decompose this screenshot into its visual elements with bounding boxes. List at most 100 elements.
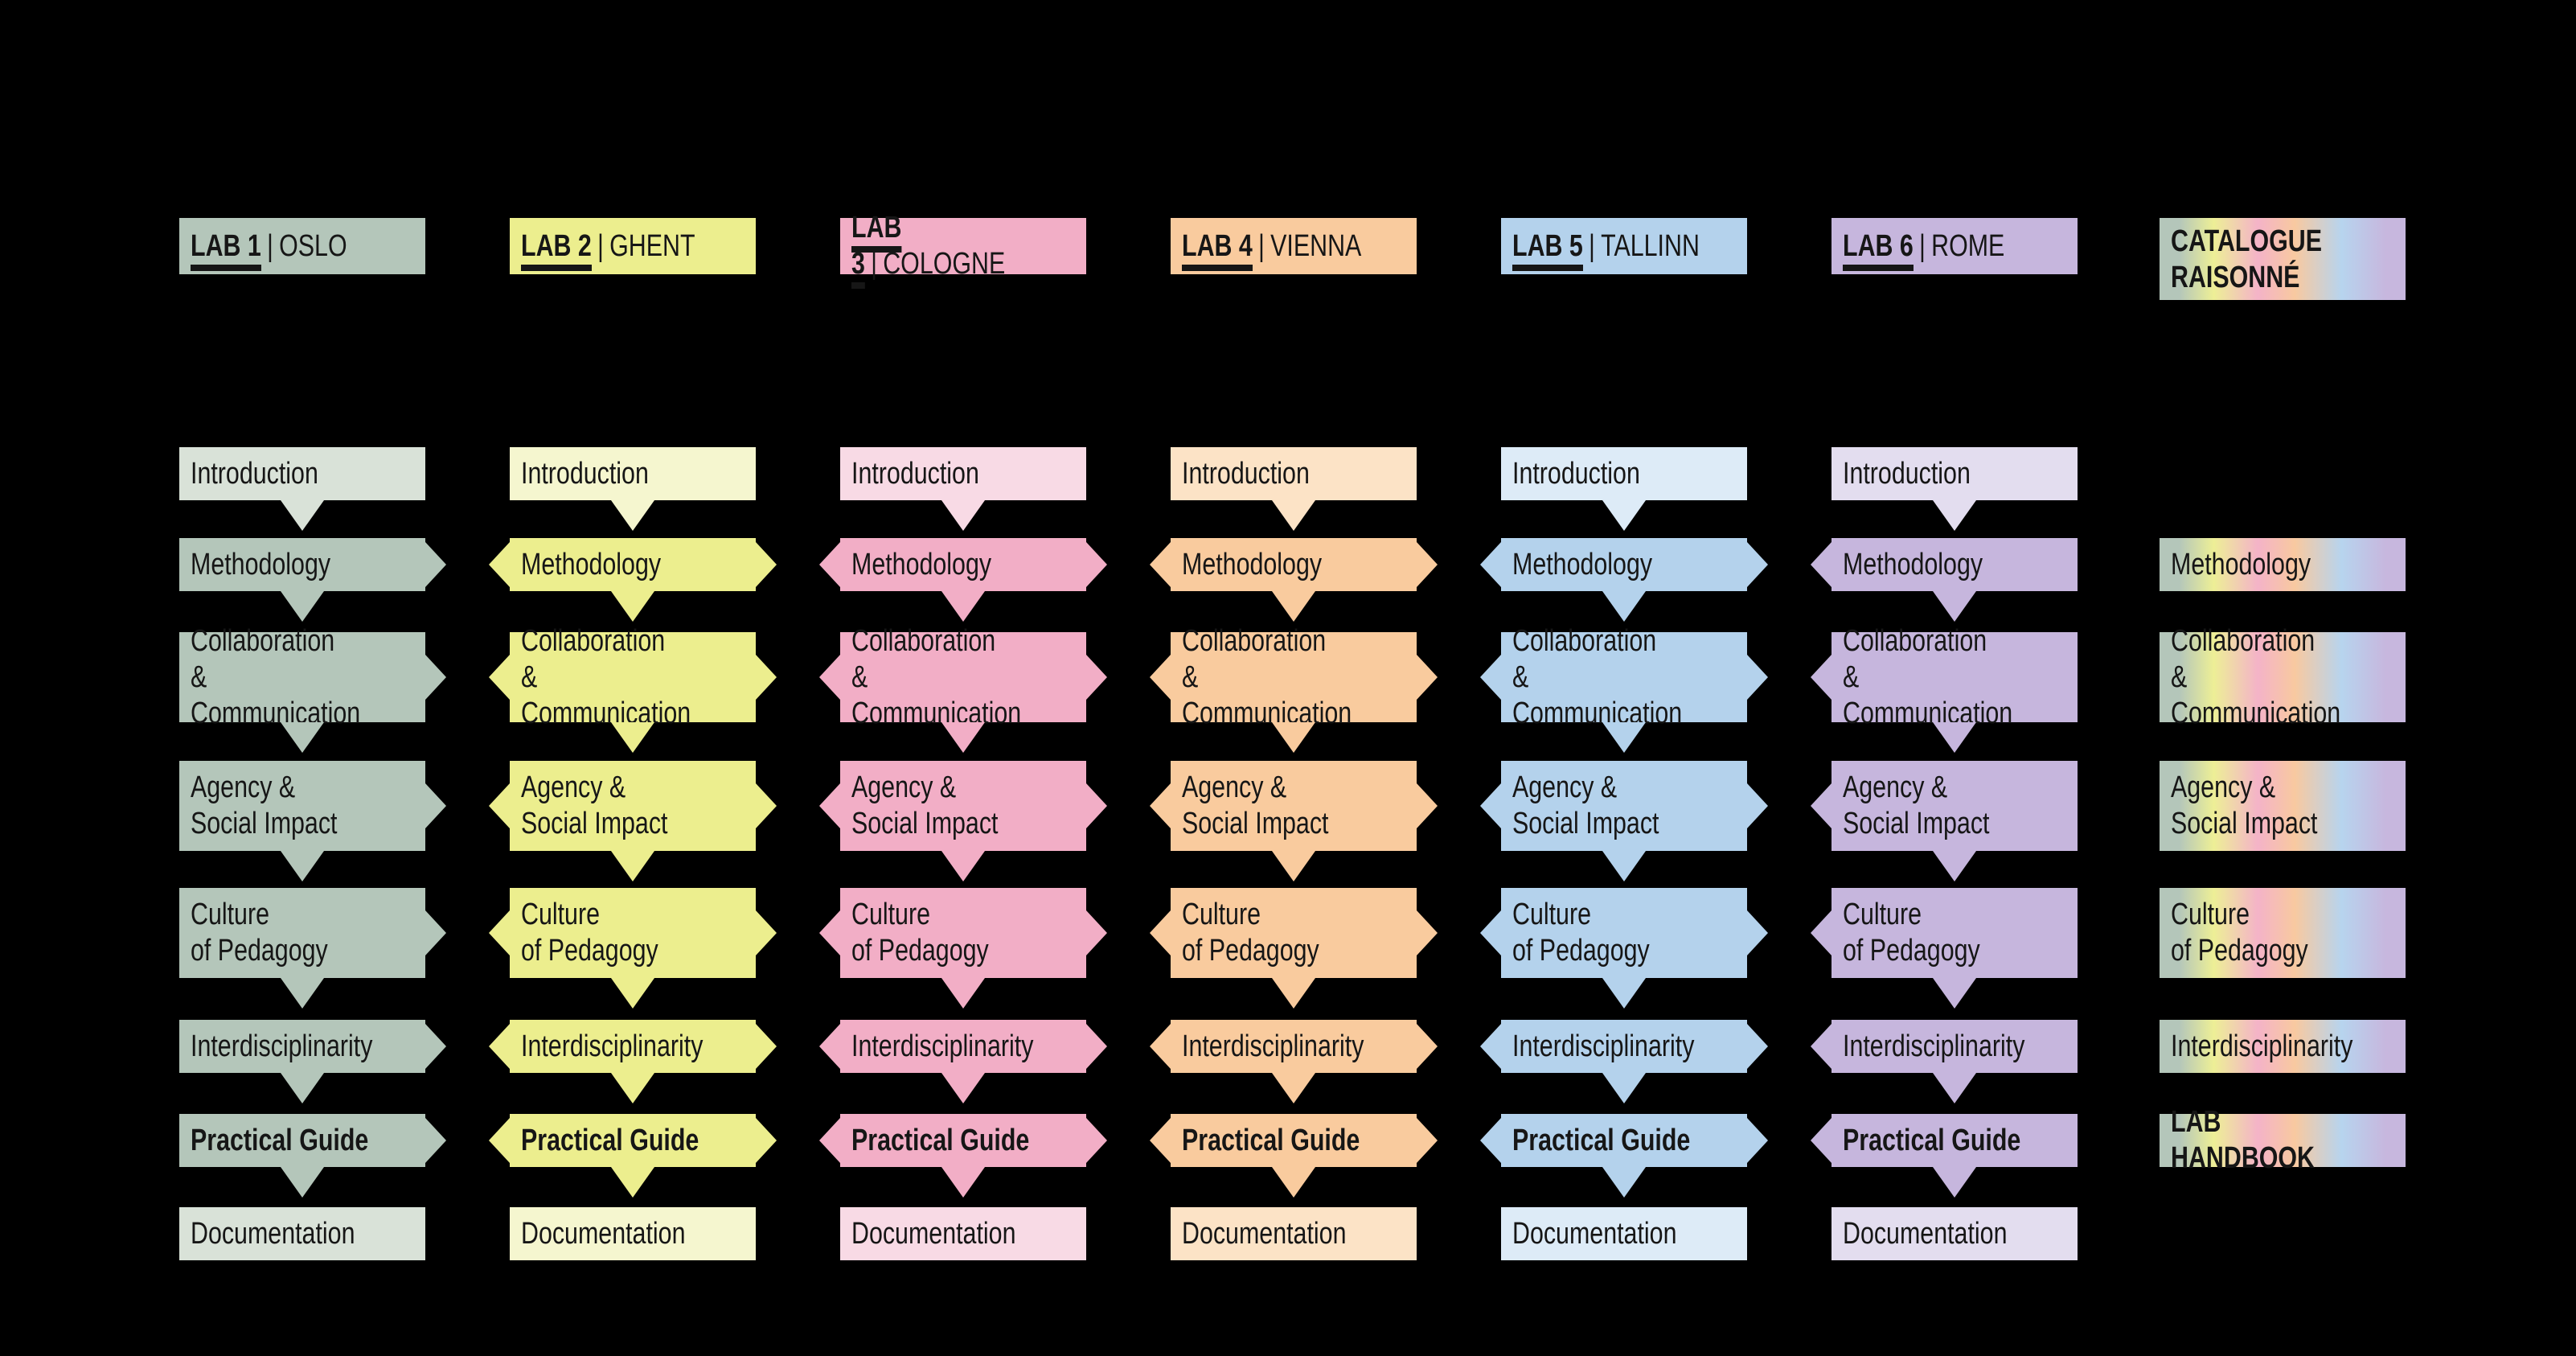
lab5-cell-methodology: Methodology bbox=[1480, 538, 1768, 622]
lab2-cell-introduction: Introduction bbox=[510, 447, 756, 531]
lab4-header-label: LAB 4 | VIENNA bbox=[1182, 228, 1362, 271]
lab3-cell-agency: Agency & Social Impact bbox=[819, 761, 1107, 881]
catalogue-cell-methodology: Methodology bbox=[2160, 538, 2406, 591]
cell-label: LAB HANDBOOK bbox=[2171, 1105, 2316, 1175]
lab2-cell-documentation: Documentation bbox=[510, 1207, 756, 1260]
lab4-cell-culture: Culture of Pedagogy bbox=[1150, 888, 1438, 1009]
arrow-left-point bbox=[819, 542, 840, 587]
cell-label: Documentation bbox=[1182, 1216, 1347, 1251]
lab2-header-label: LAB 2 | GHENT bbox=[521, 228, 695, 271]
column-lab3: LAB 3 | COLOGNE Introduction Methodology C… bbox=[819, 211, 1107, 1280]
cell-label: Culture of Pedagogy bbox=[1182, 898, 1319, 968]
arrow-left-point bbox=[489, 655, 510, 700]
cell-label: Methodology bbox=[1843, 547, 1983, 581]
separator: | bbox=[1589, 228, 1595, 263]
arrow-left-point bbox=[1811, 910, 1832, 955]
lab2-header: LAB 2 | GHENT bbox=[510, 218, 756, 274]
lab2-cell-agency: Agency & Social Impact bbox=[489, 761, 777, 881]
arrow-left-point bbox=[1480, 910, 1501, 955]
lab5-cell-practical-guide: Practical Guide bbox=[1480, 1114, 1768, 1198]
lab1-cell-agency: Agency & Social Impact bbox=[179, 761, 446, 881]
lab1-cell-documentation: Documentation bbox=[179, 1207, 425, 1260]
lab5-cell-documentation: Documentation bbox=[1501, 1207, 1747, 1260]
separator: | bbox=[597, 228, 604, 263]
lab-city: COLOGNE bbox=[883, 247, 1006, 281]
cell-label: Agency & Social Impact bbox=[1182, 770, 1329, 840]
catalogue-cell-agency: Agency & Social Impact bbox=[2160, 761, 2406, 851]
lab-city: ROME bbox=[1931, 228, 2005, 263]
lab3-cell-culture: Culture of Pedagogy bbox=[819, 888, 1107, 1009]
cell-label: Interdisciplinarity bbox=[521, 1029, 703, 1063]
lab6-cell-practical-guide: Practical Guide bbox=[1811, 1114, 2078, 1198]
lab-number: LAB 3 bbox=[851, 211, 902, 289]
column-lab2: LAB 2 | GHENT Introduction Methodology Col… bbox=[489, 218, 777, 1280]
cell-label: Interdisciplinarity bbox=[1843, 1029, 2025, 1063]
lab6-header-label: LAB 6 | ROME bbox=[1843, 228, 2005, 271]
lab6-cell-documentation: Documentation bbox=[1832, 1207, 2078, 1260]
cell-label: Methodology bbox=[851, 547, 992, 581]
cell-label: Interdisciplinarity bbox=[851, 1029, 1034, 1063]
cell-label: Introduction bbox=[1182, 456, 1310, 491]
lab4-cell-collaboration: Collaboration & Communication bbox=[1150, 624, 1438, 753]
lab-city: VIENNA bbox=[1270, 228, 1362, 263]
arrow-left-point bbox=[1150, 910, 1171, 955]
lab1-cell-methodology: Methodology bbox=[179, 538, 446, 622]
cell-label: Documentation bbox=[521, 1216, 686, 1251]
cell-label: Methodology bbox=[191, 547, 331, 581]
lab4-cell-introduction: Introduction bbox=[1171, 447, 1417, 531]
lab6-cell-methodology: Methodology bbox=[1811, 538, 2078, 622]
cell-label: Culture of Pedagogy bbox=[1843, 898, 1980, 968]
cell-label: Documentation bbox=[851, 1216, 1016, 1251]
arrow-left-point bbox=[1150, 542, 1171, 587]
catalogue-header-label: CATALOGUE RAISONNÉ bbox=[2171, 224, 2323, 294]
cell-label: Practical Guide bbox=[521, 1123, 699, 1157]
lab5-cell-introduction: Introduction bbox=[1501, 447, 1747, 531]
column-catalogue: CATALOGUE RAISONNÉ Methodology Collabora… bbox=[2160, 218, 2406, 1280]
arrow-left-point bbox=[1480, 542, 1501, 587]
lab1-cell-culture: Culture of Pedagogy bbox=[179, 888, 446, 1009]
cell-label: Introduction bbox=[1843, 456, 1971, 491]
lab2-cell-methodology: Methodology bbox=[489, 538, 777, 622]
lab2-cell-culture: Culture of Pedagogy bbox=[489, 888, 777, 1009]
arrow-left-point bbox=[819, 783, 840, 828]
cell-label: Introduction bbox=[191, 456, 318, 491]
arrow-left-point bbox=[1480, 655, 1501, 700]
column-lab6: LAB 6 | ROME Introduction Methodology Coll… bbox=[1811, 218, 2078, 1280]
column-lab1: LAB 1 | OSLO Introduction Methodology Coll… bbox=[179, 218, 446, 1280]
cell-label: Interdisciplinarity bbox=[191, 1029, 373, 1063]
cell-label: Documentation bbox=[1843, 1216, 2008, 1251]
cell-label: Documentation bbox=[191, 1216, 355, 1251]
lab-number: LAB 4 bbox=[1182, 228, 1253, 271]
arrow-left-point bbox=[1150, 1024, 1171, 1069]
lab-city: GHENT bbox=[609, 228, 695, 263]
lab2-cell-collaboration: Collaboration & Communication bbox=[489, 624, 777, 753]
lab5-header: LAB 5 | TALLINN bbox=[1501, 218, 1747, 274]
lab3-cell-interdisciplinarity: Interdisciplinarity bbox=[819, 1020, 1107, 1103]
lab1-header: LAB 1 | OSLO bbox=[179, 218, 425, 274]
cell-label: Agency & Social Impact bbox=[1843, 770, 1990, 840]
cell-label: Collaboration & Communication bbox=[851, 623, 1022, 730]
cell-label: Practical Guide bbox=[1182, 1123, 1360, 1157]
lab6-cell-introduction: Introduction bbox=[1832, 447, 2078, 531]
lab5-cell-interdisciplinarity: Interdisciplinarity bbox=[1480, 1020, 1768, 1103]
catalogue-cell-lab-handbook: LAB HANDBOOK bbox=[2160, 1105, 2406, 1175]
cell-label: Methodology bbox=[2171, 547, 2311, 581]
lab6-cell-culture: Culture of Pedagogy bbox=[1811, 888, 2078, 1009]
cell-label: Collaboration & Communication bbox=[521, 623, 691, 730]
lab4-header: LAB 4 | VIENNA bbox=[1171, 218, 1417, 274]
lab1-header-label: LAB 1 | OSLO bbox=[191, 228, 347, 271]
cell-label: Culture of Pedagogy bbox=[1512, 898, 1650, 968]
cell-label: Collaboration & Communication bbox=[1843, 623, 2013, 730]
lab1-cell-collaboration: Collaboration & Communication bbox=[179, 624, 446, 753]
cell-label: Introduction bbox=[1512, 456, 1640, 491]
lab3-cell-documentation: Documentation bbox=[840, 1207, 1086, 1260]
cell-label: Interdisciplinarity bbox=[2171, 1029, 2353, 1063]
cell-label: Culture of Pedagogy bbox=[2171, 898, 2308, 968]
lab6-cell-collaboration: Collaboration & Communication bbox=[1811, 624, 2078, 753]
arrow-left-point bbox=[489, 910, 510, 955]
cell-label: Documentation bbox=[1512, 1216, 1677, 1251]
cell-label: Agency & Social Impact bbox=[191, 770, 338, 840]
lab-city: TALLINN bbox=[1601, 228, 1700, 263]
cell-label: Agency & Social Impact bbox=[851, 770, 999, 840]
